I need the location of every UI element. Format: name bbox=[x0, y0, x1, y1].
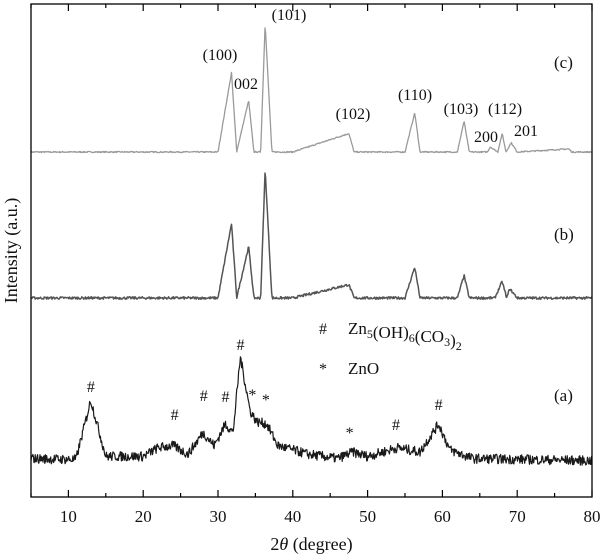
hash-marker: # bbox=[236, 337, 244, 354]
x-axis-title: 2θ (degree) bbox=[270, 534, 352, 555]
trace-label-c: (c) bbox=[554, 53, 573, 72]
hash-marker: # bbox=[221, 389, 229, 406]
series-line-b bbox=[30, 172, 592, 300]
plot-frame bbox=[30, 3, 593, 498]
series-line-a bbox=[30, 356, 593, 466]
hash-marker: # bbox=[87, 379, 95, 396]
x-tick-label: 50 bbox=[359, 507, 376, 526]
hash-marker: # bbox=[200, 388, 208, 405]
peak-label: (100) bbox=[203, 47, 238, 64]
x-tick-label: 70 bbox=[509, 507, 526, 526]
trace-layer bbox=[30, 27, 593, 466]
legend-symbol: * bbox=[319, 361, 327, 378]
peak-label: (110) bbox=[398, 87, 432, 104]
x-tick-label: 20 bbox=[135, 507, 152, 526]
trace-label-a: (a) bbox=[554, 386, 573, 405]
star-marker: * bbox=[262, 392, 270, 409]
peak-label: (102) bbox=[336, 106, 371, 123]
series-line-c bbox=[30, 27, 593, 154]
hash-marker: # bbox=[435, 397, 443, 414]
y-axis-title: Intensity (a.u.) bbox=[1, 198, 22, 303]
trace-label-b: (b) bbox=[554, 225, 574, 244]
legend-label: Zn5(OH)6(CO3)2 bbox=[348, 319, 462, 353]
peak-label: 002 bbox=[234, 76, 258, 93]
hash-marker: # bbox=[171, 407, 179, 424]
x-tick-label: 40 bbox=[284, 507, 301, 526]
peak-label: (103) bbox=[444, 101, 479, 118]
peak-label: (101) bbox=[272, 7, 307, 24]
annotation-layer: (c) (b) (a) (100) 002 (101) (102) (110) (103) (11… bbox=[87, 7, 574, 442]
peak-label: (112) bbox=[488, 101, 522, 118]
x-tick-label: 10 bbox=[60, 507, 77, 526]
peak-label: 200 bbox=[474, 129, 498, 146]
x-tick-label: 80 bbox=[584, 507, 600, 526]
legend-symbol: # bbox=[319, 321, 327, 338]
peak-label: 201 bbox=[514, 123, 538, 140]
star-marker: * bbox=[248, 387, 256, 404]
hash-marker: # bbox=[392, 417, 400, 434]
x-tick-label: 30 bbox=[210, 507, 227, 526]
star-marker: * bbox=[346, 425, 354, 442]
x-tick-label: 60 bbox=[434, 507, 451, 526]
axes-layer: 10 20 30 40 50 60 70 80 bbox=[30, 3, 600, 526]
legend-label: ZnO bbox=[348, 359, 379, 378]
